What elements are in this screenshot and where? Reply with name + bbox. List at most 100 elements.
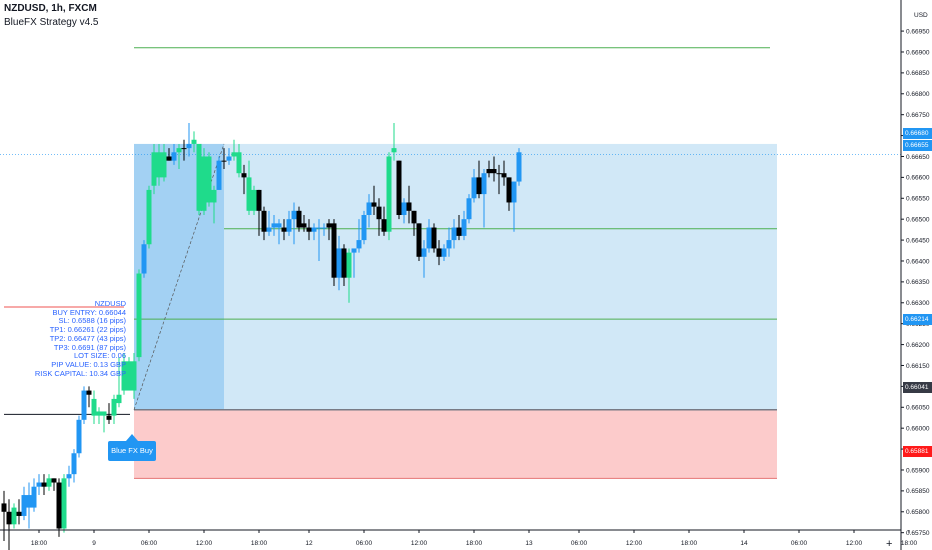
candle-body <box>181 148 187 150</box>
info-pip-value: PIP VALUE: 0.13 GBP <box>51 359 126 369</box>
candle-body <box>226 156 232 161</box>
candle-body <box>101 411 107 416</box>
price-tag-sl: 0.65881 <box>903 446 932 457</box>
candle <box>106 403 112 424</box>
candle-body <box>516 152 522 182</box>
candle-body <box>506 177 512 203</box>
candle <box>86 386 92 408</box>
time-tick-label: 12:00 <box>196 540 213 547</box>
add-icon[interactable]: + <box>886 538 893 550</box>
info-sl: SL: 0.6588 (16 pips) <box>58 316 126 326</box>
candle-body <box>431 227 437 249</box>
price-tick-label: 0.66750 <box>906 112 930 119</box>
price-tag-entry: 0.66041 <box>903 382 932 393</box>
candle <box>36 474 42 496</box>
candle <box>111 394 117 424</box>
candle-body <box>266 227 272 232</box>
candle <box>476 160 482 199</box>
candle <box>426 219 432 253</box>
price-tick-label: 0.66300 <box>906 300 930 307</box>
price-tag-current: 0.66655 <box>903 140 932 151</box>
candle-body <box>91 398 97 416</box>
candle-body <box>416 223 422 257</box>
candle <box>201 148 207 215</box>
candle-body <box>391 148 397 153</box>
price-tick-label: 0.66400 <box>906 258 930 265</box>
candle <box>321 223 327 236</box>
candle-body <box>451 227 457 241</box>
candle <box>191 131 197 153</box>
candle-body <box>396 160 402 215</box>
candle <box>456 215 462 241</box>
candle-body <box>41 482 47 487</box>
info-tp2: TP2: 0.66477 (43 pips) <box>49 333 126 343</box>
candle <box>56 478 62 537</box>
candle-body <box>161 152 167 178</box>
candle <box>196 143 202 215</box>
candle-body <box>136 273 142 358</box>
info-tp3: TP3: 0.6691 (87 pips) <box>53 342 126 352</box>
price-tick-label: 0.66050 <box>906 405 930 412</box>
strategy-name: BlueFX Strategy v4.5 <box>4 17 99 28</box>
price-tick-label: 0.66600 <box>906 175 930 182</box>
time-axis[interactable]: 18:00 9 06:00 12:00 18:00 12 06:00 12:00 18:00 13… <box>0 529 918 547</box>
candle-body <box>386 156 392 232</box>
candle-body <box>276 223 282 228</box>
candle-body <box>281 227 287 232</box>
candle-body <box>231 152 237 157</box>
candle-body <box>476 177 482 195</box>
candle <box>376 198 382 236</box>
price-tick-label: 0.66450 <box>906 237 930 244</box>
price-tick-label: 0.66350 <box>906 279 930 286</box>
candle-body <box>71 453 77 475</box>
candle <box>21 486 27 521</box>
candle-body <box>16 511 22 516</box>
time-tick-label: 12:00 <box>626 540 643 547</box>
candle-body <box>246 177 252 211</box>
price-axis[interactable]: 0.669500.669000.668500.668000.667500.667… <box>900 0 930 550</box>
candle-body <box>491 169 497 174</box>
candle-body <box>346 252 352 278</box>
price-tag-tp4: 0.66680 <box>903 128 932 139</box>
candle <box>406 185 412 224</box>
candle <box>486 160 492 178</box>
price-tick-label: 0.66900 <box>906 49 930 56</box>
candle-body <box>291 210 297 220</box>
candle-body <box>116 394 122 404</box>
price-tick-label: 0.65850 <box>906 488 930 495</box>
buy-signal-tag[interactable]: Blue FX Buy <box>108 434 156 461</box>
candle-body <box>241 173 247 178</box>
candle <box>386 152 392 241</box>
candle <box>66 465 72 487</box>
candle-body <box>441 248 447 257</box>
candle <box>311 223 317 241</box>
candle <box>251 185 257 215</box>
candle-body <box>471 177 477 199</box>
time-tick-label: 12 <box>305 540 313 547</box>
candle <box>166 148 172 161</box>
candle-body <box>31 486 37 508</box>
candle-body <box>176 148 182 153</box>
candle-body <box>61 478 67 529</box>
candle <box>501 160 507 186</box>
candle <box>451 219 457 249</box>
candle <box>331 219 337 287</box>
info-risk-capital: RISK CAPITAL: 10.34 GBP <box>34 368 126 378</box>
candle <box>421 240 427 278</box>
candle <box>131 352 137 399</box>
price-tick-label: 0.66200 <box>906 342 930 349</box>
candle-body <box>66 474 72 479</box>
time-tick-label: 18:00 <box>901 540 918 547</box>
candle-body <box>286 219 292 232</box>
candle <box>221 148 227 170</box>
candle <box>116 357 122 408</box>
candle-body <box>216 160 222 190</box>
candle <box>41 474 47 496</box>
candle-body <box>86 390 92 395</box>
time-tick-label: 06:00 <box>791 540 808 547</box>
price-tick-label: 0.65750 <box>906 530 930 537</box>
time-tick-label: 14 <box>740 540 748 547</box>
candle-body <box>401 202 407 215</box>
price-tick-label: 0.66950 <box>906 28 930 35</box>
